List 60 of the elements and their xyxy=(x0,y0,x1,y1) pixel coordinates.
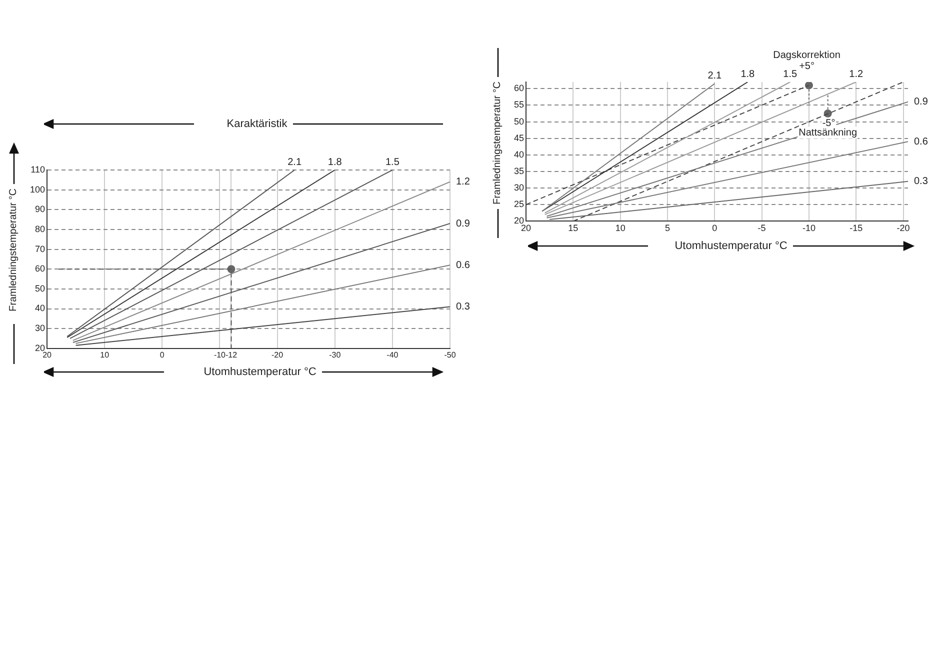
y-tick-label: 50 xyxy=(514,116,524,126)
y-axis-title: Framledningstemperatur °C xyxy=(492,80,503,206)
x-tick-label: -12 xyxy=(225,350,238,360)
y-tick-label: 35 xyxy=(514,166,524,176)
y-tick-label: 20 xyxy=(514,216,524,226)
y-tick-label: 90 xyxy=(35,204,46,214)
y-tick-label: 25 xyxy=(514,199,524,210)
series-label: 2.1 xyxy=(288,156,302,168)
x-tick-label: -10 xyxy=(802,223,816,234)
y-tick-label: 80 xyxy=(35,224,46,234)
y-tick-label: 40 xyxy=(35,303,46,314)
y-tick-label: 110 xyxy=(30,164,46,174)
x-tick-label: -10 xyxy=(214,350,226,360)
y-tick-label: 100 xyxy=(30,184,46,194)
y-tick-label: 30 xyxy=(35,323,46,334)
y-tick-label: 55 xyxy=(514,100,524,110)
y-tick-label: 30 xyxy=(514,182,524,193)
x-axis-title: Utomhustemperatur °C xyxy=(674,240,788,252)
series-label: 0.9 xyxy=(914,96,928,108)
y-tick-label: 40 xyxy=(514,149,524,160)
x-tick-label: 20 xyxy=(42,350,52,360)
x-tick-label: -40 xyxy=(386,350,399,360)
text: +5° xyxy=(799,60,814,72)
series-label: 0.9 xyxy=(456,218,470,230)
x-tick-label: 5 xyxy=(664,223,670,234)
x-tick-label: -20 xyxy=(272,350,284,360)
x-tick-label: 0 xyxy=(712,223,718,234)
y-tick-label: 45 xyxy=(514,132,524,143)
y-axis-title: Framledningstemperatur °C xyxy=(8,188,19,314)
y-tick-label: 60 xyxy=(35,264,46,274)
text: Karaktäristik xyxy=(226,118,288,130)
x-tick-label: 15 xyxy=(568,223,578,234)
series-label: 0.3 xyxy=(914,176,928,188)
y-tick-label: 50 xyxy=(35,283,46,294)
series-label: 1.8 xyxy=(328,156,342,168)
series-label: 1.2 xyxy=(849,68,864,80)
series-label: 1.5 xyxy=(385,156,400,168)
x-tick-label: 10 xyxy=(615,223,626,234)
annotation: Nattsänkning xyxy=(798,127,858,138)
y-tick-label: 70 xyxy=(35,244,46,254)
x-tick-label: -5 xyxy=(758,223,766,234)
y-tick-label: 20 xyxy=(35,342,46,353)
y-tick-label: 60 xyxy=(514,83,524,94)
series-label: 2.1 xyxy=(708,70,722,82)
x-tick-label: 0 xyxy=(160,350,165,360)
x-axis-title: Utomhustemperatur °C xyxy=(202,366,318,378)
series-label: 1.8 xyxy=(740,68,756,80)
text: Dagskorrektion xyxy=(773,50,840,61)
x-tick-label: -20 xyxy=(896,223,910,234)
series-label: 0.3 xyxy=(456,302,470,313)
series-label: 0.6 xyxy=(914,136,928,148)
annotation: -5° xyxy=(822,118,836,130)
series-label: 0.6 xyxy=(456,260,470,271)
x-tick-label: 10 xyxy=(100,350,110,360)
x-tick-label: 20 xyxy=(521,223,532,234)
x-tick-label: -30 xyxy=(329,350,342,360)
x-tick-label: -50 xyxy=(444,350,456,360)
series-label: 1.5 xyxy=(783,68,798,80)
x-tick-label: -15 xyxy=(850,223,863,234)
series-label: 1.2 xyxy=(456,176,470,188)
